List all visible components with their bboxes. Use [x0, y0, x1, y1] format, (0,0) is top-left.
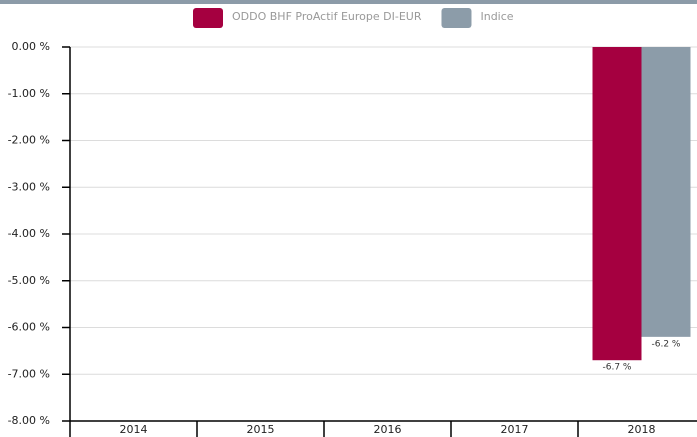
value-label: -6.2 %: [652, 339, 681, 349]
x-tick-label: 2015: [247, 423, 275, 436]
value-label: -6.7 %: [603, 363, 632, 373]
y-tick-label: -1.00 %: [8, 87, 50, 100]
x-tick-label: 2017: [501, 423, 529, 436]
x-tick-label: 2018: [628, 423, 656, 436]
y-tick-label: -7.00 %: [8, 367, 50, 380]
legend-swatch: [441, 8, 472, 28]
top-bar: [0, 0, 697, 4]
y-tick-label: -4.00 %: [8, 227, 50, 240]
y-tick-label: -6.00 %: [8, 321, 50, 334]
y-tick-label: -2.00 %: [8, 134, 50, 147]
x-tick-label: 2016: [374, 423, 402, 436]
legend-label: ODDO BHF ProActif Europe DI-EUR: [232, 10, 422, 23]
bar: [641, 47, 691, 337]
y-tick-label: 0.00 %: [12, 40, 50, 53]
x-tick-label: 2014: [120, 423, 148, 436]
bar: [592, 47, 642, 361]
legend-swatch: [193, 8, 223, 28]
legend-label: Indice: [480, 10, 513, 23]
y-tick-label: -5.00 %: [8, 274, 50, 287]
y-tick-label: -3.00 %: [8, 180, 50, 193]
y-tick-label: -8.00 %: [8, 414, 50, 427]
